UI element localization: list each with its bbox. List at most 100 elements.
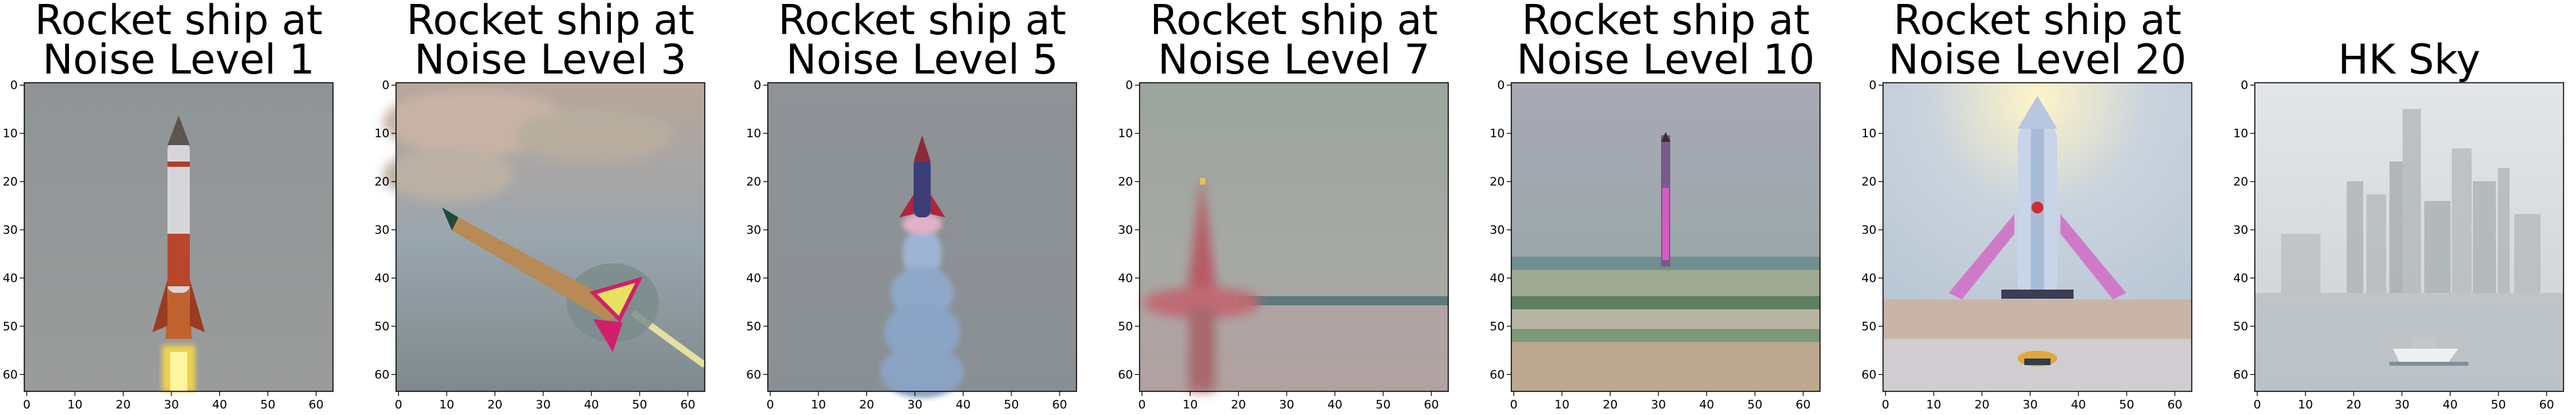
y-tick-label: 50 — [2233, 320, 2248, 334]
y-tick-label: 20 — [746, 175, 761, 189]
panel-title-line2: Noise Level 7 — [1158, 35, 1431, 83]
y-tick-label: 60 — [3, 368, 18, 382]
y-tick-label: 60 — [1861, 368, 1876, 382]
panel-title-line1: Rocket ship at — [1894, 0, 2181, 44]
x-tick-label: 0 — [1882, 398, 1889, 412]
axes-frame — [1511, 82, 1821, 392]
axes-frame — [395, 82, 705, 392]
y-tick-label: 40 — [1490, 271, 1505, 285]
panel-title-line2: Noise Level 20 — [1888, 35, 2187, 83]
y-tick-label: 60 — [746, 368, 761, 382]
panel-title-line1: Rocket ship at — [1150, 0, 1438, 44]
x-tick-label: 30 — [164, 398, 179, 412]
y-tick-label: 60 — [374, 368, 389, 382]
panel-title-line2: Noise Level 1 — [43, 35, 315, 83]
y-tick-label: 50 — [1490, 320, 1505, 334]
y-tick-label: 30 — [2233, 223, 2248, 237]
y-tick-label: 60 — [2233, 368, 2248, 382]
axes-frame — [1139, 82, 1449, 392]
x-tick-label: 20 — [1603, 398, 1618, 412]
x-tick-label: 0 — [395, 398, 402, 412]
x-tick-label: 60 — [680, 398, 696, 412]
y-tick-label: 40 — [374, 271, 389, 285]
y-tick-label: 50 — [1861, 320, 1876, 334]
y-tick-label: 0 — [2241, 79, 2248, 93]
y-tick-label: 20 — [1861, 175, 1876, 189]
x-tick-label: 0 — [1510, 398, 1517, 412]
x-tick-label: 20 — [116, 398, 131, 412]
x-tick-label: 10 — [1555, 398, 1570, 412]
y-tick-label: 30 — [1490, 223, 1505, 237]
x-tick-label: 0 — [766, 398, 774, 412]
y-tick-label: 10 — [3, 127, 18, 141]
x-tick-label: 20 — [2346, 398, 2361, 412]
panel-title-line1: Rocket ship at — [35, 0, 322, 44]
y-tick-label: 40 — [3, 271, 18, 285]
x-tick-label: 50 — [2119, 398, 2134, 412]
y-tick-label: 0 — [1869, 79, 1876, 93]
smoke-illustration — [880, 227, 964, 398]
y-tick-label: 30 — [746, 223, 761, 237]
y-tick-label: 30 — [1861, 223, 1876, 237]
x-tick-label: 50 — [260, 398, 275, 412]
y-tick-label: 40 — [1118, 271, 1133, 285]
panel-5 — [1511, 83, 1820, 391]
y-tick-label: 10 — [746, 127, 761, 141]
panel-title: HK Sky — [2338, 35, 2481, 83]
x-tick-label: 40 — [956, 398, 971, 412]
y-tick-label: 40 — [1861, 271, 1876, 285]
panel-1 — [24, 83, 333, 391]
y-tick-label: 10 — [2233, 127, 2248, 141]
rocket-illustration — [152, 116, 205, 391]
x-tick-label: 60 — [309, 398, 324, 412]
x-tick-label: 10 — [2298, 398, 2313, 412]
x-tick-label: 20 — [859, 398, 874, 412]
boat-illustration — [2389, 339, 2468, 366]
x-tick-label: 40 — [1327, 398, 1343, 412]
panel-7-axes: HK Sky 0 10 20 30 40 50 60 0 10 20 30 40 50 60 — [2233, 35, 2564, 412]
cloud-illustration — [383, 89, 672, 201]
sea-illustration — [1140, 175, 1448, 391]
x-tick-label: 30 — [2023, 398, 2038, 412]
y-tick-label: 50 — [746, 320, 761, 334]
panel-title-line1: Rocket ship at — [778, 0, 1066, 44]
panel-title-line1: Rocket ship at — [1522, 0, 1810, 44]
y-tick-label: 10 — [1490, 127, 1505, 141]
y-tick-label: 0 — [754, 79, 761, 93]
y-tick-label: 0 — [1498, 79, 1505, 93]
x-tick-label: 50 — [1375, 398, 1390, 412]
y-tick-label: 60 — [1490, 368, 1505, 382]
panel-title-line2: Noise Level 3 — [414, 35, 687, 83]
x-tick-label: 40 — [584, 398, 599, 412]
x-tick-label: 30 — [536, 398, 551, 412]
beach-illustration — [1511, 257, 1820, 391]
panel-7 — [2255, 83, 2564, 391]
panel-title-line2: Noise Level 10 — [1517, 35, 1815, 83]
x-tick-label: 0 — [23, 398, 30, 412]
panel-6 — [1883, 83, 2192, 391]
y-tick-label: 60 — [1118, 368, 1133, 382]
x-tick-label: 40 — [1699, 398, 1714, 412]
y-tick-label: 40 — [746, 271, 761, 285]
x-tick-label: 60 — [1424, 398, 1439, 412]
x-tick-label: 10 — [68, 398, 83, 412]
y-tick-label: 50 — [3, 320, 18, 334]
x-tick-label: 0 — [1138, 398, 1145, 412]
y-tick-label: 0 — [1126, 79, 1133, 93]
x-tick-label: 40 — [212, 398, 227, 412]
x-tick-label: 10 — [1183, 398, 1198, 412]
x-tick-label: 30 — [908, 398, 923, 412]
x-tick-label: 20 — [1974, 398, 1989, 412]
x-tick-label: 20 — [1231, 398, 1246, 412]
x-tick-label: 30 — [1279, 398, 1295, 412]
y-tick-label: 50 — [1118, 320, 1133, 334]
y-tick-label: 20 — [374, 175, 389, 189]
x-tick-label: 60 — [2539, 398, 2554, 412]
panel-2 — [383, 83, 707, 391]
